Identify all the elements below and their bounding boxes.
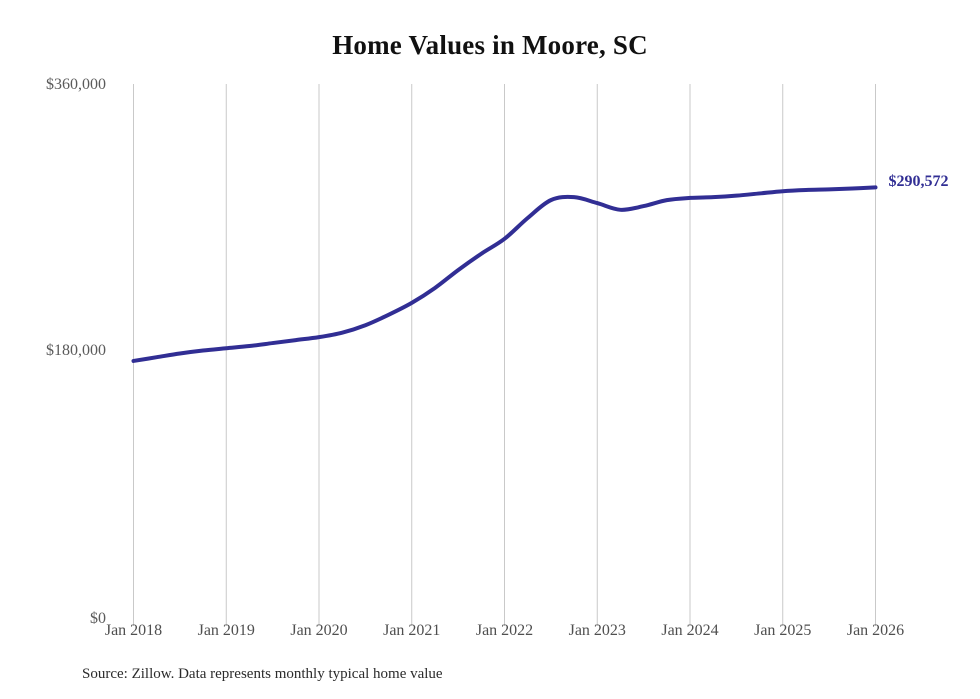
source-note: Source: Zillow. Data represents monthly … [82,666,443,682]
y-axis: $360,000 $180,000 $0 [6,0,106,699]
end-value-annotation: $290,572 [888,173,949,191]
x-tick-label: Jan 2024 [661,622,719,639]
x-tick-label: Jan 2021 [383,622,441,639]
y-tick-label-180000: $180,000 [46,342,106,359]
x-tick-label: Jan 2025 [754,622,812,639]
y-tick-label-360000: $360,000 [46,76,106,93]
home-value-line-series [131,185,878,363]
x-tickmarks-group [133,620,876,626]
y-tick-label-0: $0 [90,610,106,627]
x-tick-label: Jan 2022 [475,622,534,639]
x-tick-label: Jan 2019 [197,622,255,639]
x-tick-label: Jan 2020 [290,622,348,639]
gridlines-group [133,84,876,620]
x-tick-label: Jan 2018 [104,622,163,639]
x-tick-label: Jan 2023 [568,622,626,639]
chart-title: Home Values in Moore, SC [332,30,648,60]
x-tick-label: Jan 2026 [846,622,905,639]
